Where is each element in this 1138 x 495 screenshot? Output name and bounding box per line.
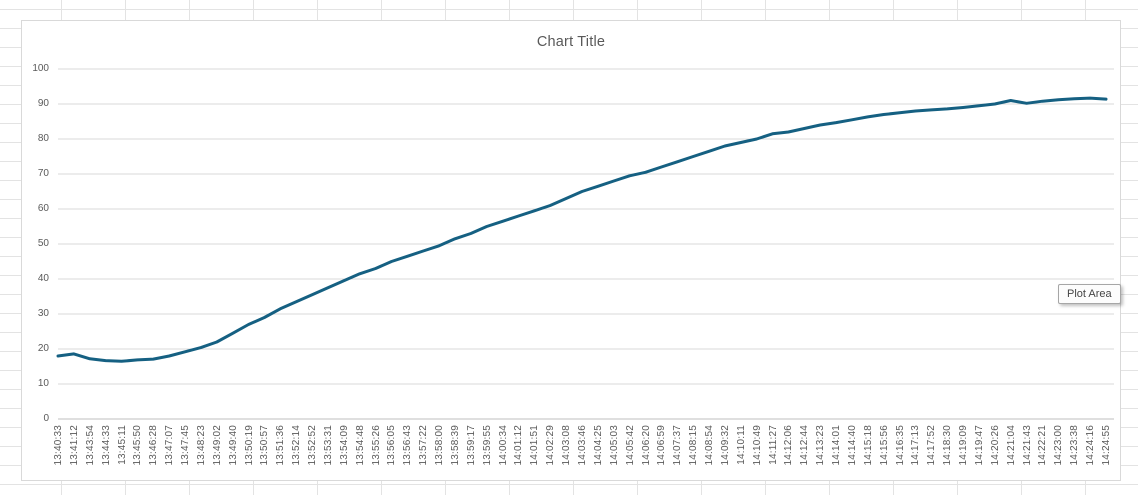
plot-area[interactable]	[56, 68, 1114, 420]
x-axis-label-text: 14:17:52	[926, 425, 938, 466]
x-axis-label-text: 13:59:17	[465, 425, 477, 466]
y-axis-label[interactable]: 100	[32, 63, 49, 74]
x-axis-label-text: 13:49:02	[211, 425, 223, 466]
line-series[interactable]	[56, 96, 1108, 363]
plot-area-tooltip: Plot Area	[1058, 284, 1121, 304]
x-axis-label-text: 13:45:50	[132, 425, 144, 466]
x-axis-label-text: 14:22:21	[1037, 425, 1049, 466]
x-axis-label-text: 14:23:00	[1053, 425, 1065, 466]
x-axis-label-text: 14:08:15	[688, 425, 700, 466]
x-axis-label-text: 14:14:40	[846, 425, 858, 466]
x-axis-label-text: 13:58:39	[449, 425, 461, 466]
x-axis-label-text: 13:43:54	[84, 425, 96, 466]
y-axis-label[interactable]: 50	[37, 238, 49, 249]
x-axis-label-text: 13:56:05	[386, 425, 398, 466]
x-axis-label-text: 13:52:52	[307, 425, 319, 466]
x-axis-label-text: 14:18:30	[942, 425, 954, 466]
x-axis-label[interactable]: 14:24:55	[1101, 425, 1138, 466]
x-axis-label-text: 14:01:12	[513, 425, 525, 466]
y-axis-label[interactable]: 70	[37, 168, 49, 179]
x-axis-label-text: 14:08:54	[704, 425, 716, 466]
x-axis-label-text: 13:53:31	[322, 425, 334, 466]
y-axis-label[interactable]: 40	[37, 273, 49, 284]
x-axis-label-text: 14:10:49	[751, 425, 763, 466]
x-axis-label-text: 14:24:55	[1101, 425, 1112, 466]
x-axis-label-text: 13:47:07	[164, 425, 176, 466]
x-axis-label-text: 14:06:59	[656, 425, 668, 466]
x-axis-label-text: 13:44:33	[100, 425, 112, 466]
x-axis-label-text: 13:48:23	[195, 425, 207, 466]
x-axis-label-text: 14:19:09	[958, 425, 970, 466]
x-axis-label-text: 13:47:45	[180, 425, 192, 466]
y-axis-label[interactable]: 10	[37, 378, 49, 389]
chart-title[interactable]: Chart Title	[536, 34, 606, 50]
x-axis-label-text: 14:12:06	[783, 425, 795, 466]
x-axis-label-text: 14:05:42	[624, 425, 636, 466]
x-axis-label-text: 14:11:27	[767, 425, 779, 465]
x-axis-label-text: 14:20:26	[989, 425, 1001, 466]
x-axis-label-text: 14:17:13	[910, 425, 922, 466]
x-axis-label-text: 13:41:12	[68, 425, 80, 466]
chart-area[interactable]: Chart Title 0 10 20 30 40 50 60 70 80 90 100 13:40:…	[21, 20, 1121, 481]
x-axis-label-text: 14:14:01	[831, 425, 843, 466]
x-axis-label-text: 13:57:22	[418, 425, 430, 466]
x-axis-label-text: 13:51:36	[275, 425, 287, 466]
x-axis-label-text: 14:15:56	[878, 425, 890, 466]
y-axis-label[interactable]: 0	[43, 413, 49, 424]
x-axis-label-text: 13:59:55	[481, 425, 493, 466]
x-axis-label-text: 14:04:25	[592, 425, 604, 466]
x-axis-label-text: 14:19:47	[973, 425, 985, 466]
x-axis-label-text: 13:46:28	[148, 425, 160, 466]
x-axis-label-text: 13:56:43	[402, 425, 414, 466]
x-axis-label-text: 14:15:18	[862, 425, 874, 466]
x-axis-label-text: 14:06:20	[640, 425, 652, 466]
x-axis-label-text: 14:07:37	[672, 425, 684, 466]
x-axis-label-text: 14:05:03	[608, 425, 620, 466]
x-axis-label-text: 13:49:40	[227, 425, 239, 466]
x-axis-label-text: 13:50:57	[259, 425, 271, 466]
x-axis-label-text: 13:40:33	[53, 425, 64, 466]
x-axis-label-text: 14:24:16	[1085, 425, 1097, 466]
y-axis-label[interactable]: 30	[37, 308, 49, 319]
y-axis-label[interactable]: 80	[37, 133, 49, 144]
x-axis-label-text: 14:03:46	[577, 425, 588, 466]
x-axis-label-text: 13:52:14	[291, 425, 303, 466]
x-axis-label-text: 14:21:43	[1021, 425, 1033, 466]
x-axis-label-text: 13:58:00	[434, 425, 446, 466]
x-axis-label-text: 14:23:38	[1069, 425, 1081, 466]
x-axis-label-text: 14:12:44	[799, 425, 811, 466]
x-axis-label-text: 13:45:11	[116, 425, 128, 465]
x-axis-label-text: 14:21:04	[1005, 425, 1017, 466]
y-axis-label[interactable]: 90	[37, 98, 49, 109]
x-axis-label-text: 13:54:48	[354, 425, 366, 466]
x-axis-label-text: 14:01:51	[529, 425, 541, 466]
x-axis-label-text: 14:00:34	[497, 425, 509, 466]
x-axis-label-text: 13:54:09	[338, 425, 350, 466]
y-axis-label[interactable]: 20	[37, 343, 49, 354]
x-axis-label-text: 14:09:32	[719, 425, 731, 466]
x-axis-label-text: 14:10:11	[735, 425, 747, 465]
y-axis-label[interactable]: 60	[37, 203, 49, 214]
x-axis-label-text: 14:16:35	[894, 425, 906, 466]
x-axis-label-text: 14:02:29	[545, 425, 557, 466]
x-axis-label-text: 14:03:08	[561, 425, 573, 466]
x-axis-label-text: 13:55:26	[370, 425, 382, 466]
x-axis-label-text: 13:50:19	[243, 425, 255, 466]
x-axis-label-text: 14:13:23	[815, 425, 827, 466]
